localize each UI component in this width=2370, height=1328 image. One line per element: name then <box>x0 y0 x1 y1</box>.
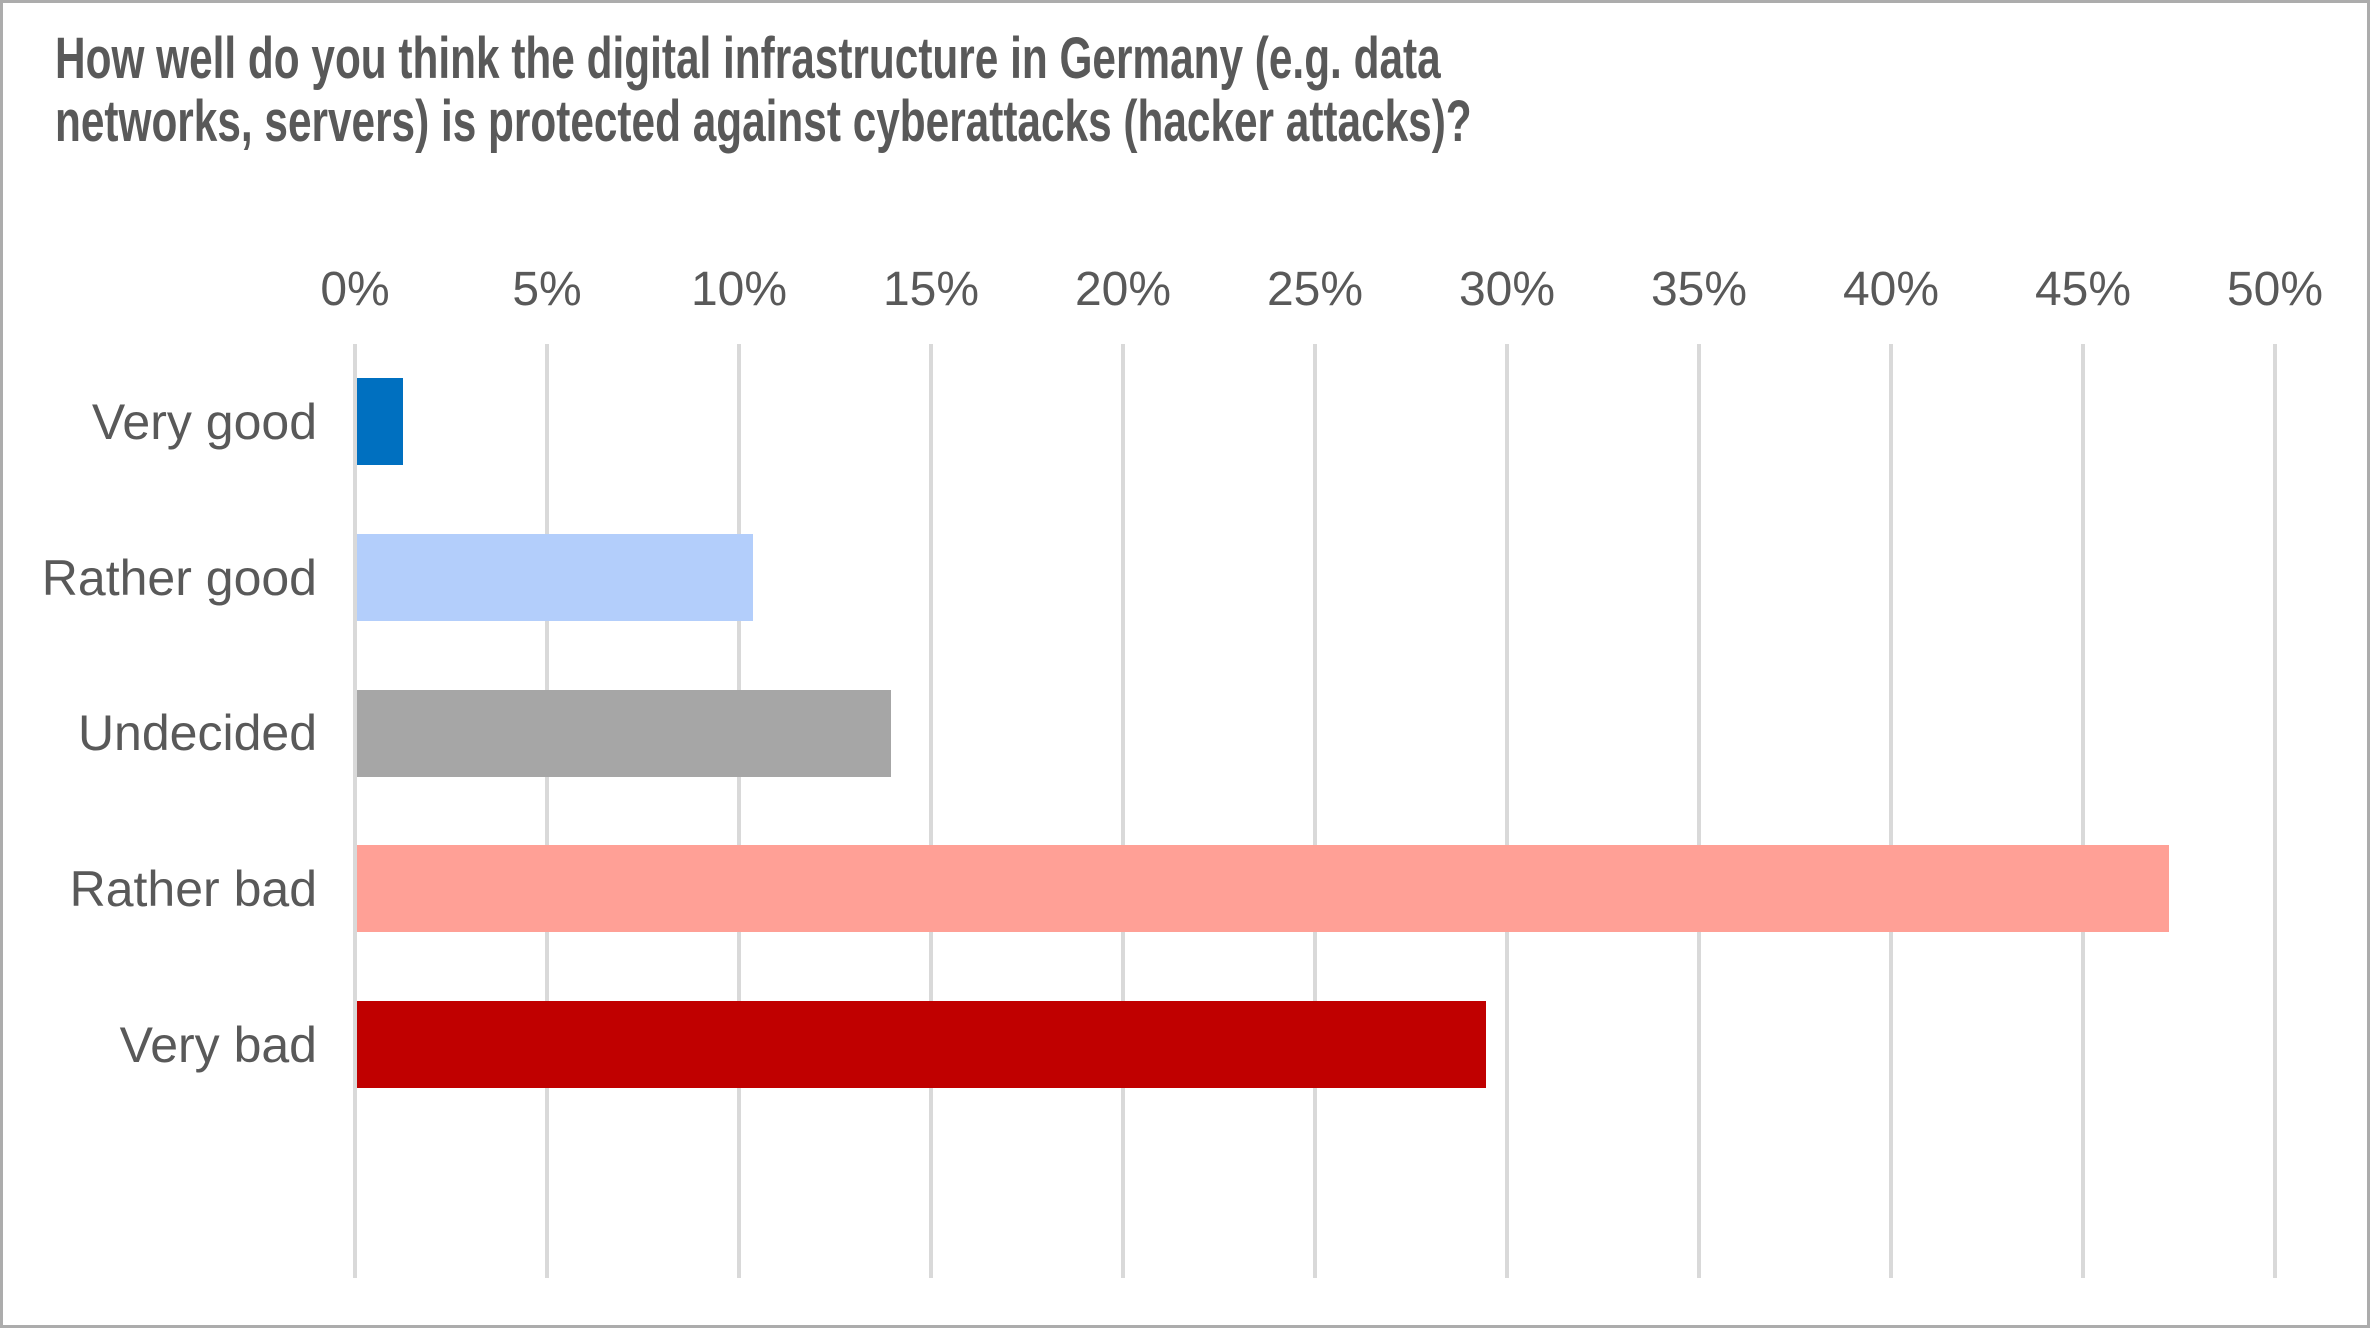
bar-rather-bad <box>357 845 2169 933</box>
x-tick-label-20-: 20% <box>1074 263 1172 316</box>
bar-rather-good <box>357 534 753 621</box>
category-label-very-bad: Very bad <box>119 1016 317 1073</box>
gridline-50- <box>2273 344 2277 1278</box>
gridline-40- <box>1889 344 1893 1278</box>
x-tick-label-40-: 40% <box>1842 263 1940 316</box>
category-label-undecided: Undecided <box>77 705 317 762</box>
x-tick-label-50-: 50% <box>2226 263 2324 316</box>
category-label-rather-bad: Rather bad <box>69 860 317 917</box>
x-tick-label-25-: 25% <box>1266 263 1364 316</box>
category-label-very-good: Very good <box>91 393 317 450</box>
plot-area: 0% 5% 10% 15% 20% 25% 30% 35% 40% 45% 50% Very goo… <box>3 3 2367 1325</box>
chart-title-line-1: How well do you think the digital infras… <box>55 26 1441 91</box>
x-tick-label-5-: 5% <box>512 263 582 316</box>
gridline-35- <box>1697 344 1701 1278</box>
bar-very-good <box>357 378 403 466</box>
gridline-30- <box>1505 344 1509 1278</box>
chart-title-line-2: networks, servers) is protected against … <box>55 89 1472 154</box>
bar-undecided <box>357 689 891 777</box>
category-label-rather-good: Rather good <box>41 549 317 606</box>
gridline-5- <box>545 344 549 1278</box>
gridline-0- <box>353 344 357 1278</box>
x-tick-label-15-: 15% <box>882 263 980 316</box>
chart-title: How well do you think the digital infras… <box>55 27 1472 153</box>
gridline-10- <box>737 344 741 1278</box>
gridline-45- <box>2081 344 2085 1278</box>
x-tick-label-10-: 10% <box>690 263 788 316</box>
gridline-15- <box>929 344 933 1278</box>
x-tick-label-45-: 45% <box>2034 263 2132 316</box>
x-tick-label-35-: 35% <box>1650 263 1748 316</box>
gridline-20- <box>1121 344 1125 1278</box>
x-tick-label-30-: 30% <box>1458 263 1556 316</box>
x-tick-label-0-: 0% <box>320 263 390 316</box>
bar-very-bad <box>357 1001 1486 1088</box>
gridline-25- <box>1313 344 1317 1278</box>
